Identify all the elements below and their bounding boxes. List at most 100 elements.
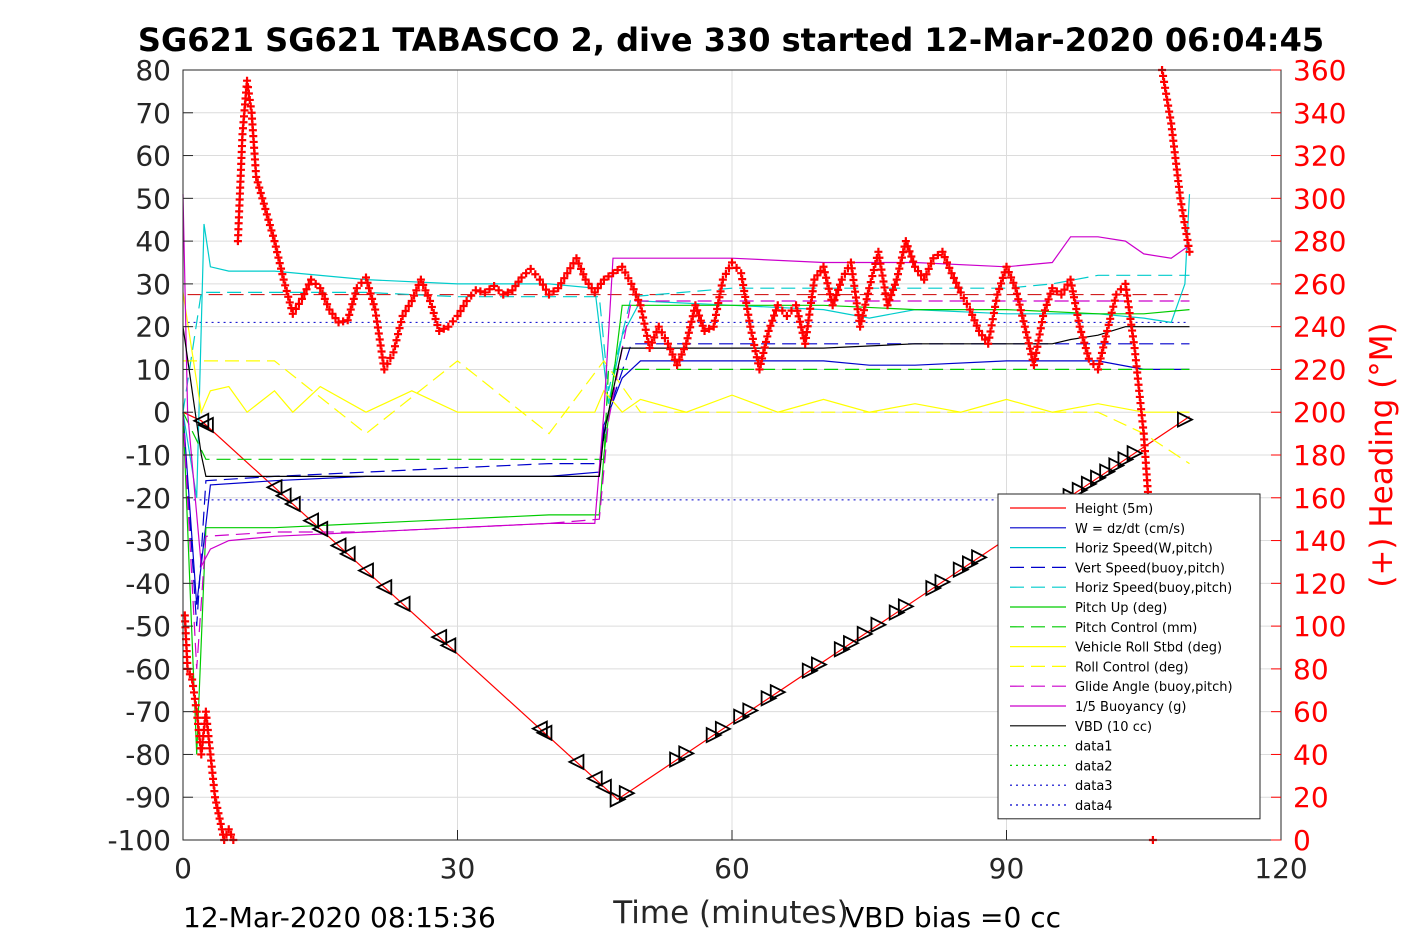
heading-marker: [991, 302, 1000, 311]
x-axis-label: Time (minutes): [612, 895, 848, 931]
heading-marker: [952, 278, 961, 287]
y2-tick-label: 160: [1293, 482, 1346, 515]
legend-label: Height (5m): [1075, 502, 1153, 517]
heading-marker: [224, 825, 233, 834]
heading-marker: [861, 300, 870, 309]
heading-marker: [887, 291, 896, 300]
heading-marker: [613, 265, 622, 274]
heading-marker: [795, 317, 804, 326]
heading-marker: [284, 292, 293, 301]
heading-marker: [1101, 332, 1110, 341]
heading-marker: [380, 365, 389, 374]
heading-marker: [1096, 354, 1105, 363]
heading-marker: [748, 334, 757, 343]
heading-marker: [499, 290, 508, 299]
heading-marker: [975, 326, 984, 335]
heading-marker: [348, 300, 357, 309]
heading-marker: [929, 254, 938, 263]
heading-marker: [288, 309, 297, 318]
heading-marker: [903, 242, 912, 251]
position-marker: [934, 573, 952, 591]
legend-label: W = dz/dt (cm/s): [1075, 522, 1185, 537]
heading-marker: [636, 301, 645, 310]
heading-marker: [480, 288, 489, 297]
position-marker: [609, 790, 627, 808]
heading-marker: [863, 289, 872, 298]
heading-marker: [262, 210, 271, 219]
heading-marker: [1060, 285, 1069, 294]
heading-marker: [943, 258, 952, 267]
footer-vbd-bias: VBD bias =0 cc: [845, 901, 1061, 934]
heading-marker: [1007, 273, 1016, 282]
y2-tick-label: 20: [1293, 781, 1329, 814]
heading-marker: [837, 275, 846, 284]
heading-marker: [965, 305, 974, 314]
heading-marker: [1068, 287, 1077, 296]
y2-tick-label: 40: [1293, 738, 1329, 771]
position-marker: [430, 628, 448, 646]
heading-marker: [316, 284, 325, 293]
heading-marker: [279, 275, 288, 284]
heading-marker: [362, 273, 370, 282]
heading-marker: [572, 254, 581, 263]
heading-marker: [901, 237, 910, 246]
heading-marker: [947, 269, 956, 278]
heading-marker: [1015, 300, 1024, 309]
position-marker: [1108, 457, 1126, 474]
heading-marker: [673, 361, 682, 370]
heading-marker: [1040, 306, 1049, 315]
heading-marker: [351, 289, 360, 298]
heading-marker: [599, 275, 608, 284]
heading-marker: [427, 302, 436, 311]
position-marker: [535, 724, 553, 742]
heading-marker: [927, 259, 936, 268]
heading-marker: [273, 248, 282, 257]
heading-marker: [763, 332, 772, 341]
heading-marker: [453, 311, 462, 320]
heading-marker: [890, 280, 899, 289]
heading-marker: [270, 237, 279, 246]
heading-marker: [514, 277, 523, 286]
heading-marker: [716, 287, 725, 296]
heading-marker: [637, 307, 646, 316]
heading-marker: [526, 264, 535, 273]
series-line: [182, 292, 1190, 415]
legend-label: Vert Speed(buoy,pitch): [1075, 561, 1225, 576]
heading-marker: [710, 316, 719, 325]
y2-tick-label: 320: [1293, 140, 1346, 173]
heading-marker: [282, 287, 291, 296]
position-marker: [311, 520, 329, 538]
heading-marker: [435, 326, 444, 335]
heading-marker: [549, 287, 558, 296]
y-tick-label: 20: [135, 311, 171, 344]
heading-marker: [261, 205, 270, 214]
y2-tick-label: 280: [1293, 225, 1346, 258]
heading-marker: [711, 310, 720, 319]
heading-marker: [624, 274, 633, 283]
heading-marker: [691, 301, 700, 310]
heading-marker: [531, 270, 540, 279]
heading-marker: [503, 288, 512, 297]
heading-marker: [265, 221, 274, 230]
legend-label: Glide Angle (buoy,pitch): [1075, 680, 1233, 695]
position-marker: [811, 656, 828, 674]
heading-marker: [1016, 306, 1025, 315]
heading-markers: [180, 66, 1194, 844]
heading-marker: [1073, 310, 1082, 319]
position-marker: [705, 726, 723, 744]
heading-marker: [307, 275, 316, 284]
heading-marker: [650, 333, 659, 342]
heading-marker: [945, 263, 954, 272]
heading-marker: [304, 280, 313, 289]
heading-marker: [922, 270, 931, 279]
position-marker: [439, 636, 457, 654]
heading-marker: [988, 315, 997, 324]
heading-marker: [627, 279, 636, 288]
heading-marker: [687, 317, 696, 326]
heading-marker: [684, 328, 693, 337]
heading-marker: [277, 264, 286, 273]
heading-marker: [856, 322, 865, 331]
heading-marker: [978, 331, 987, 340]
heading-marker: [724, 264, 733, 273]
position-marker: [585, 770, 603, 788]
